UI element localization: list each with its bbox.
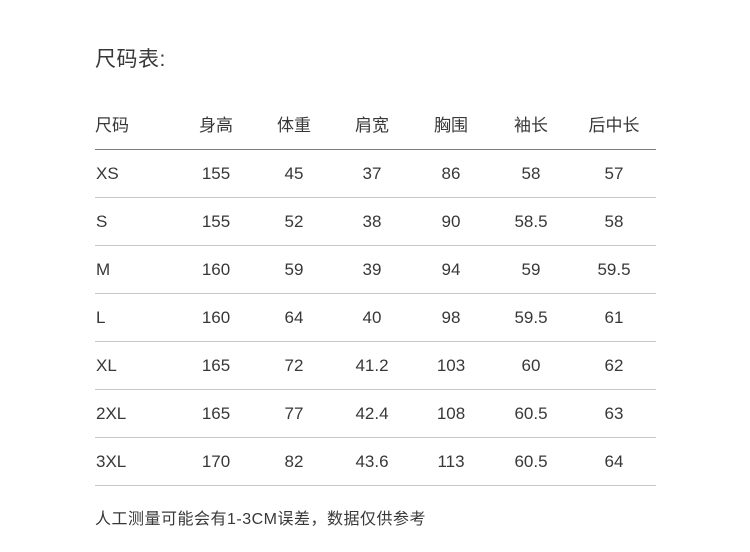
value-cell: 38 bbox=[332, 197, 412, 246]
value-cell: 43.6 bbox=[332, 437, 412, 486]
column-header: 胸围 bbox=[412, 111, 490, 150]
value-cell: 41.2 bbox=[332, 341, 412, 390]
value-cell: 60.5 bbox=[490, 389, 572, 438]
value-cell: 90 bbox=[412, 197, 490, 246]
value-cell: 58 bbox=[490, 149, 572, 198]
value-cell: 64 bbox=[572, 437, 656, 486]
size-chart-title: 尺码表: bbox=[95, 48, 166, 71]
table-row: M 160 59 39 94 59 59.5 bbox=[95, 245, 656, 294]
table-row: 2XL 165 77 42.4 108 60.5 63 bbox=[95, 389, 656, 438]
value-cell: 59 bbox=[256, 245, 332, 294]
table-row: S 155 52 38 90 58.5 58 bbox=[95, 197, 656, 246]
size-cell: 3XL bbox=[95, 437, 176, 486]
size-cell: 2XL bbox=[95, 389, 176, 438]
value-cell: 59.5 bbox=[572, 245, 656, 294]
value-cell: 113 bbox=[412, 437, 490, 486]
size-table-body: XS 155 45 37 86 58 57 S 155 52 38 90 58.5 58 M 160 59 39 9… bbox=[95, 149, 656, 486]
size-table-header: 尺码 身高 体重 肩宽 胸围 袖长 后中长 bbox=[95, 111, 656, 150]
column-header: 肩宽 bbox=[332, 111, 412, 150]
value-cell: 62 bbox=[572, 341, 656, 390]
value-cell: 170 bbox=[176, 437, 256, 486]
value-cell: 165 bbox=[176, 389, 256, 438]
value-cell: 58.5 bbox=[490, 197, 572, 246]
value-cell: 77 bbox=[256, 389, 332, 438]
table-row: XS 155 45 37 86 58 57 bbox=[95, 149, 656, 198]
value-cell: 72 bbox=[256, 341, 332, 390]
value-cell: 42.4 bbox=[332, 389, 412, 438]
value-cell: 45 bbox=[256, 149, 332, 198]
value-cell: 155 bbox=[176, 149, 256, 198]
column-header: 尺码 bbox=[95, 111, 176, 150]
value-cell: 86 bbox=[412, 149, 490, 198]
value-cell: 52 bbox=[256, 197, 332, 246]
value-cell: 64 bbox=[256, 293, 332, 342]
value-cell: 103 bbox=[412, 341, 490, 390]
table-row: XL 165 72 41.2 103 60 62 bbox=[95, 341, 656, 390]
value-cell: 98 bbox=[412, 293, 490, 342]
value-cell: 165 bbox=[176, 341, 256, 390]
value-cell: 57 bbox=[572, 149, 656, 198]
value-cell: 82 bbox=[256, 437, 332, 486]
value-cell: 108 bbox=[412, 389, 490, 438]
value-cell: 37 bbox=[332, 149, 412, 198]
table-row: L 160 64 40 98 59.5 61 bbox=[95, 293, 656, 342]
size-cell: L bbox=[95, 293, 176, 342]
value-cell: 58 bbox=[572, 197, 656, 246]
table-row: 3XL 170 82 43.6 113 60.5 64 bbox=[95, 437, 656, 486]
size-cell: XS bbox=[95, 149, 176, 198]
value-cell: 160 bbox=[176, 293, 256, 342]
value-cell: 40 bbox=[332, 293, 412, 342]
value-cell: 160 bbox=[176, 245, 256, 294]
column-header: 体重 bbox=[256, 111, 332, 150]
value-cell: 61 bbox=[572, 293, 656, 342]
size-table: 尺码 身高 体重 肩宽 胸围 袖长 后中长 XS 155 45 37 86 58 57 S 155 52 38 9… bbox=[95, 111, 656, 486]
value-cell: 60 bbox=[490, 341, 572, 390]
value-cell: 39 bbox=[332, 245, 412, 294]
value-cell: 63 bbox=[572, 389, 656, 438]
size-cell: XL bbox=[95, 341, 176, 390]
measurement-disclaimer: 人工测量可能会有1-3CM误差，数据仅供参考 bbox=[95, 511, 427, 528]
size-chart-page: 尺码表: 尺码 身高 体重 肩宽 胸围 袖长 后中长 XS 155 45 37 86 58 57 S 155… bbox=[95, 48, 656, 528]
value-cell: 59 bbox=[490, 245, 572, 294]
value-cell: 155 bbox=[176, 197, 256, 246]
value-cell: 59.5 bbox=[490, 293, 572, 342]
size-cell: S bbox=[95, 197, 176, 246]
value-cell: 94 bbox=[412, 245, 490, 294]
column-header: 袖长 bbox=[490, 111, 572, 150]
column-header: 身高 bbox=[176, 111, 256, 150]
column-header: 后中长 bbox=[572, 111, 656, 150]
header-row: 尺码 身高 体重 肩宽 胸围 袖长 后中长 bbox=[95, 111, 656, 150]
value-cell: 60.5 bbox=[490, 437, 572, 486]
size-cell: M bbox=[95, 245, 176, 294]
